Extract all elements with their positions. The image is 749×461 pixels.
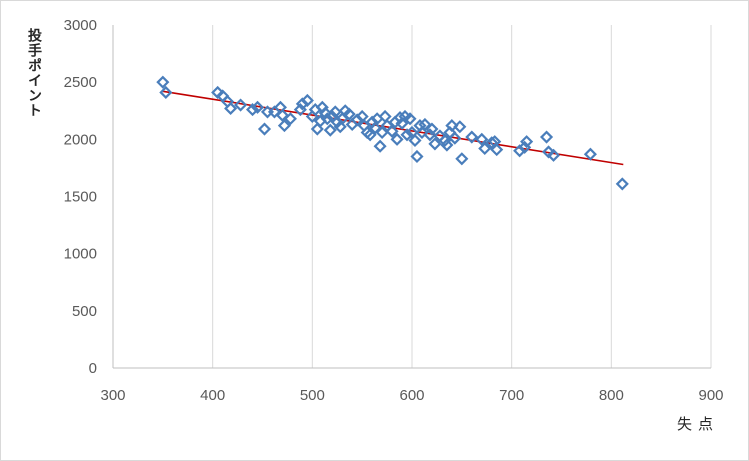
data-point xyxy=(539,130,554,144)
data-point xyxy=(283,112,297,126)
data-point xyxy=(363,128,377,142)
data-point xyxy=(295,97,309,111)
data-point xyxy=(415,125,429,140)
y-tick-label: 2500 xyxy=(64,74,97,91)
data-point xyxy=(328,105,342,119)
data-point xyxy=(224,101,238,116)
data-point xyxy=(333,120,347,134)
data-point xyxy=(403,112,417,126)
data-point xyxy=(520,135,534,149)
data-point xyxy=(245,103,260,117)
data-point xyxy=(234,98,248,112)
data-point xyxy=(355,109,369,124)
data-point xyxy=(453,120,467,134)
tick-labels: 300 400 500 600 700 800 900 0 500 1000 1500 2000 250… xyxy=(64,17,724,404)
data-point xyxy=(320,112,334,126)
data-point xyxy=(393,111,407,125)
data-point xyxy=(368,121,382,135)
axes xyxy=(112,25,711,369)
data-point xyxy=(257,122,272,136)
x-tick-label: 500 xyxy=(300,387,325,404)
data-point xyxy=(156,75,170,89)
data-point xyxy=(410,149,424,164)
data-point xyxy=(428,137,442,151)
data-point xyxy=(583,147,597,161)
y-tick-label: 0 xyxy=(89,360,97,377)
data-point xyxy=(478,141,492,156)
data-point xyxy=(438,133,452,148)
data-points xyxy=(156,75,629,191)
data-point xyxy=(440,138,454,152)
data-point xyxy=(330,115,344,129)
data-point xyxy=(465,130,479,144)
data-point xyxy=(418,117,432,132)
data-point xyxy=(485,136,499,150)
data-point xyxy=(490,143,504,157)
x-tick-label: 800 xyxy=(599,387,624,404)
data-point xyxy=(350,113,364,127)
data-point xyxy=(250,100,265,114)
y-axis-title: 投手ポイント xyxy=(26,28,42,118)
data-point xyxy=(448,131,462,145)
data-point xyxy=(475,132,489,146)
data-point xyxy=(425,122,439,136)
data-point xyxy=(310,122,324,136)
x-tick-label: 600 xyxy=(399,387,424,404)
data-point xyxy=(615,177,629,191)
data-point xyxy=(373,139,387,153)
x-tick-label: 400 xyxy=(200,387,225,404)
data-point xyxy=(390,132,404,146)
data-point xyxy=(513,144,527,158)
data-point xyxy=(323,123,337,137)
data-point xyxy=(445,119,459,133)
data-point xyxy=(546,148,561,162)
y-tick-label: 1500 xyxy=(64,189,97,206)
x-tick-label: 900 xyxy=(698,387,723,404)
data-point xyxy=(375,125,389,140)
data-point xyxy=(400,128,414,142)
data-point xyxy=(455,152,469,166)
x-tick-label: 300 xyxy=(100,387,125,404)
data-point xyxy=(342,107,356,121)
y-tick-label: 500 xyxy=(72,303,97,320)
data-point xyxy=(275,108,289,122)
data-point xyxy=(300,93,314,108)
data-point xyxy=(159,85,173,100)
gridlines xyxy=(212,25,712,368)
data-point xyxy=(318,106,332,120)
data-point xyxy=(408,133,422,148)
y-tick-label: 2000 xyxy=(64,131,97,148)
x-tick-label: 700 xyxy=(499,387,524,404)
y-tick-label: 1000 xyxy=(64,246,97,263)
data-point xyxy=(277,119,291,133)
data-point xyxy=(385,124,399,138)
y-tick-label: 3000 xyxy=(64,17,97,34)
x-axis-title: 失点 xyxy=(677,415,719,433)
